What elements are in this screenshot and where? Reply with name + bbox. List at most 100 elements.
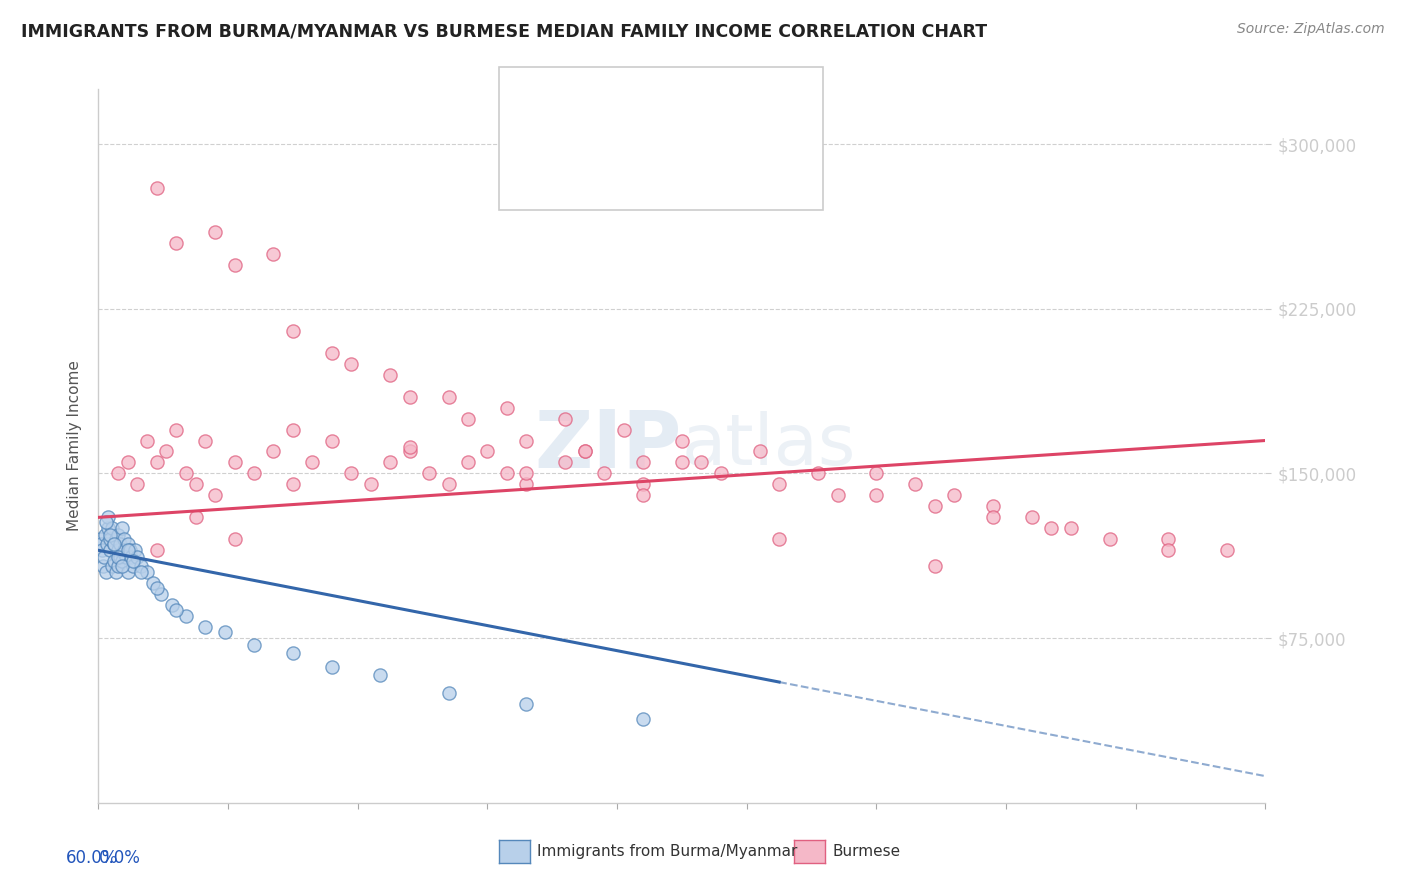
Point xyxy=(117,543,139,558)
Point xyxy=(340,357,363,371)
Point xyxy=(184,510,207,524)
Point xyxy=(103,537,125,551)
Point xyxy=(111,558,134,573)
Text: R =: R = xyxy=(562,162,599,180)
Point xyxy=(981,510,1004,524)
Point xyxy=(496,467,519,481)
Text: 60.0%: 60.0% xyxy=(66,849,118,867)
Point xyxy=(98,543,121,558)
Point xyxy=(1157,533,1180,547)
Point xyxy=(981,500,1004,514)
Point xyxy=(122,558,145,573)
Point xyxy=(107,558,129,573)
Text: IMMIGRANTS FROM BURMA/MYANMAR VS BURMESE MEDIAN FAMILY INCOME CORRELATION CHART: IMMIGRANTS FROM BURMA/MYANMAR VS BURMESE… xyxy=(21,22,987,40)
Point xyxy=(194,434,217,448)
Point xyxy=(924,500,946,514)
Point xyxy=(122,554,145,568)
Point xyxy=(90,537,112,551)
Point xyxy=(554,411,576,425)
Point xyxy=(437,390,460,404)
Point xyxy=(101,558,124,573)
Point xyxy=(496,401,519,415)
Point xyxy=(574,444,596,458)
Point xyxy=(593,467,616,481)
Point xyxy=(184,477,207,491)
Point xyxy=(112,533,135,547)
Point xyxy=(768,533,790,547)
Point xyxy=(360,477,382,491)
Point xyxy=(104,566,127,580)
Point xyxy=(96,515,118,529)
Point xyxy=(101,521,124,535)
Point xyxy=(204,488,226,502)
Point xyxy=(224,455,246,469)
Text: 80: 80 xyxy=(689,162,711,180)
Y-axis label: Median Family Income: Median Family Income xyxy=(66,360,82,532)
Point xyxy=(107,528,129,542)
Point xyxy=(262,247,284,261)
Point xyxy=(91,543,114,558)
Point xyxy=(631,712,654,726)
Point xyxy=(146,455,169,469)
Point xyxy=(262,444,284,458)
Point xyxy=(96,566,118,580)
Point xyxy=(281,477,304,491)
Point xyxy=(107,467,129,481)
Point xyxy=(129,558,152,573)
Point xyxy=(768,477,790,491)
Point xyxy=(1040,521,1063,535)
Point xyxy=(515,477,537,491)
Point xyxy=(127,549,149,564)
Text: N =: N = xyxy=(658,103,695,121)
Point xyxy=(1060,521,1083,535)
Point xyxy=(904,477,927,491)
Point xyxy=(103,554,125,568)
Point xyxy=(554,455,576,469)
Point xyxy=(671,434,693,448)
Point xyxy=(1157,543,1180,558)
Point xyxy=(865,467,887,481)
Point xyxy=(748,444,770,458)
Point xyxy=(631,455,654,469)
Point xyxy=(98,528,121,542)
Point xyxy=(321,345,343,359)
Text: -0.339: -0.339 xyxy=(595,103,654,121)
Point xyxy=(118,543,141,558)
Point xyxy=(103,537,125,551)
Point xyxy=(398,444,420,458)
Point xyxy=(165,602,187,616)
Point xyxy=(111,521,134,535)
Point xyxy=(281,647,304,661)
Point xyxy=(574,444,596,458)
Point xyxy=(418,467,440,481)
Point xyxy=(146,581,169,595)
Point xyxy=(1021,510,1043,524)
Point xyxy=(457,455,479,469)
Point xyxy=(281,324,304,338)
Point xyxy=(690,455,713,469)
Point xyxy=(107,549,129,564)
Point xyxy=(281,423,304,437)
Text: 0.0%: 0.0% xyxy=(98,849,141,867)
Point xyxy=(515,697,537,711)
Text: Burmese: Burmese xyxy=(832,845,900,859)
Point xyxy=(243,638,266,652)
Point xyxy=(142,576,165,591)
Point xyxy=(117,455,139,469)
Point xyxy=(174,467,197,481)
Text: 60: 60 xyxy=(689,103,711,121)
Text: ZIP: ZIP xyxy=(534,407,682,485)
Text: Immigrants from Burma/Myanmar: Immigrants from Burma/Myanmar xyxy=(537,845,797,859)
Point xyxy=(107,543,129,558)
Point xyxy=(194,620,217,634)
Point xyxy=(214,624,236,639)
Point xyxy=(340,467,363,481)
Point xyxy=(108,549,131,564)
Point xyxy=(321,659,343,673)
Text: R =: R = xyxy=(562,103,599,121)
Text: 0.082: 0.082 xyxy=(595,162,647,180)
Point xyxy=(710,467,733,481)
Point xyxy=(671,455,693,469)
Point xyxy=(96,537,118,551)
Text: N =: N = xyxy=(658,162,695,180)
